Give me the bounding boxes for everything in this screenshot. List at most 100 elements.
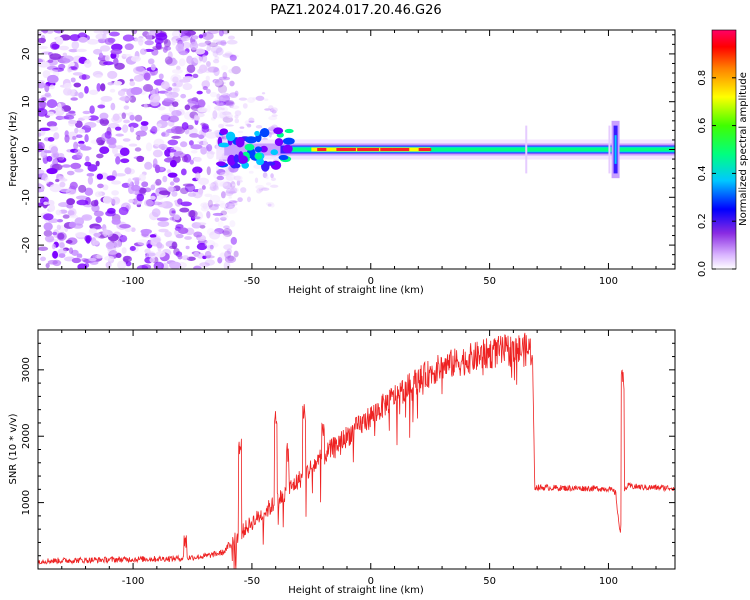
noise-blob [59, 242, 65, 249]
noise-blob [196, 242, 208, 251]
noise-blob [178, 50, 189, 56]
noise-blob [206, 244, 214, 251]
noise-blob [111, 146, 119, 155]
noise-blob [193, 251, 200, 257]
noise-blob [224, 250, 232, 259]
noise-blob [111, 218, 121, 225]
colorbar-tick-label: 0.2 [697, 213, 708, 229]
noise-blob [84, 134, 89, 143]
noise-blob [70, 162, 82, 170]
noise-blob [102, 195, 112, 205]
noise-blob [216, 168, 226, 176]
noise-blob [201, 185, 206, 190]
noise-blob [92, 240, 100, 246]
noise-blob [234, 118, 240, 124]
y-tick-label: 20 [21, 48, 32, 61]
noise-blob [84, 86, 89, 94]
noise-blob [122, 34, 135, 42]
noise-blob [209, 230, 221, 240]
noise-blob [231, 202, 238, 206]
noise-blob [181, 255, 190, 261]
noise-blob [212, 110, 218, 120]
noise-blob [200, 205, 210, 212]
y-tick-label: 10 [21, 95, 32, 108]
noise-blob [113, 81, 123, 86]
x-tick-label: 50 [483, 576, 496, 587]
noise-blob [169, 261, 182, 269]
noise-blob [61, 164, 72, 168]
noise-blob [76, 48, 87, 53]
noise-blob [215, 111, 226, 119]
noise-blob [156, 241, 163, 249]
noise-blob [200, 146, 207, 155]
noise-blob [202, 32, 214, 41]
noise-blob [68, 221, 77, 228]
noise-blob [213, 67, 220, 77]
noise-blob [189, 133, 200, 138]
noise-blob [217, 256, 223, 264]
noise-blob [102, 184, 109, 191]
noise-blob [214, 79, 224, 88]
y-tick-label: -20 [21, 237, 32, 253]
noise-blob [233, 250, 239, 258]
noise-blob [197, 188, 204, 195]
noise-blob [49, 53, 62, 60]
colorbar: 0.0 0.2 0.4 0.6 0.8 Normalized spectral ampl… [697, 29, 749, 277]
noise-blob [85, 155, 90, 163]
noise-blob [210, 151, 216, 155]
noise-blob [114, 126, 122, 131]
noise-blob [228, 68, 237, 74]
noise-blob [59, 181, 66, 188]
noise-blob [109, 88, 116, 93]
noise-blob [78, 144, 86, 148]
noise-blob [159, 167, 165, 171]
noise-blob [38, 183, 45, 193]
noise-blob [144, 161, 153, 170]
noise-blob [87, 164, 98, 172]
noise-blob [38, 246, 49, 251]
noise-blob [128, 143, 138, 147]
noise-blob [88, 228, 98, 233]
noise-blob [42, 70, 51, 79]
noise-blob [205, 75, 210, 82]
noise-blob [78, 92, 84, 99]
noise-blob [216, 93, 221, 100]
noise-blob [67, 67, 72, 73]
x-tick-label: 0 [368, 576, 374, 587]
noise-blob [222, 71, 228, 80]
noise-blob [75, 195, 88, 200]
noise-blob [178, 58, 186, 67]
noise-blob [209, 91, 218, 98]
noise-blob [50, 146, 58, 154]
noise-blob [150, 184, 156, 191]
noise-blob [111, 190, 119, 196]
noise-blob [229, 80, 235, 87]
noise-blob [237, 130, 244, 134]
noise-blob [44, 84, 50, 93]
noise-blob [153, 261, 164, 269]
noise-blob [190, 144, 203, 150]
noise-blob [106, 137, 117, 145]
noise-blob [69, 181, 78, 190]
noise-blob [38, 61, 50, 68]
noise-blob [202, 255, 207, 260]
noise-blob [167, 186, 174, 193]
noise-blob [104, 255, 115, 261]
noise-blob [134, 147, 142, 152]
noise-blob [216, 99, 220, 105]
noise-blob [147, 58, 155, 65]
noise-blob [119, 224, 131, 229]
noise-blob [204, 259, 216, 266]
noise-blob [123, 119, 130, 124]
noise-blob [110, 102, 116, 111]
noise-blob [41, 97, 47, 102]
noise-blob [254, 177, 259, 184]
noise-blob [218, 214, 229, 219]
noise-blob [76, 253, 83, 259]
noise-blob [122, 255, 132, 263]
noise-blob [99, 45, 111, 52]
noise-blob [271, 114, 278, 117]
onset-blob [254, 146, 262, 153]
noise-blob [193, 156, 202, 163]
